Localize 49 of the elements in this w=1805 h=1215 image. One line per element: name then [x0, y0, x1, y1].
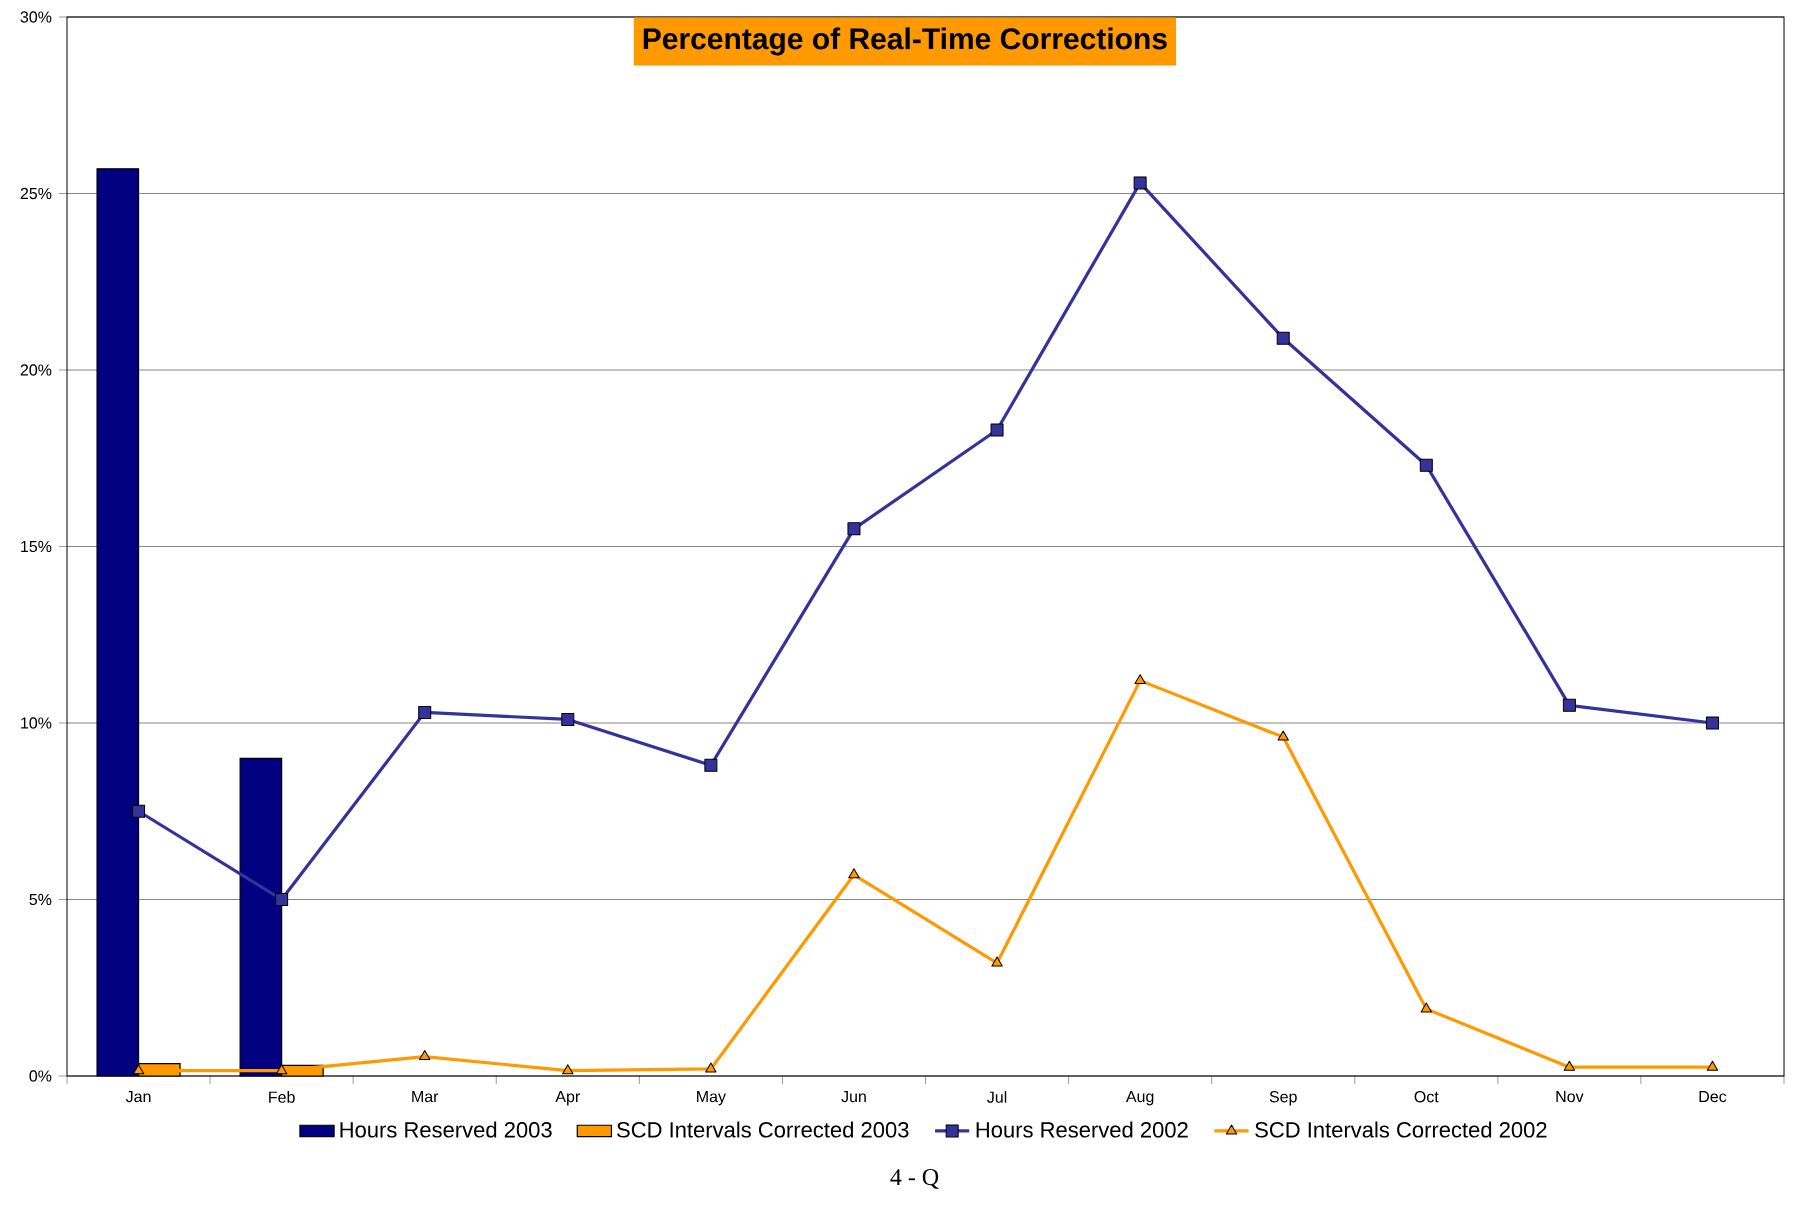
- point: [418, 705, 432, 719]
- y-tick-label: 30%: [20, 11, 52, 23]
- point: [1276, 331, 1290, 345]
- y-tick-label: 25%: [20, 187, 52, 200]
- point: [1563, 1060, 1576, 1071]
- point: [990, 423, 1004, 437]
- point: [275, 892, 289, 906]
- chart-title: Percentage of Real-Time Corrections: [643, 27, 1167, 56]
- x-tick-label: Nov: [1556, 1091, 1584, 1103]
- point: [1419, 458, 1433, 472]
- x-tick-label: Oct: [1414, 1091, 1439, 1103]
- text: 4 - Q: [890, 1169, 939, 1189]
- point: [419, 1050, 431, 1061]
- point: [848, 868, 860, 879]
- x-tick-label: Mar: [412, 1091, 439, 1103]
- legend-label: Hours Reserved 2003: [340, 1121, 552, 1138]
- y-tick-label: 15%: [21, 540, 52, 553]
- point: [1705, 716, 1719, 730]
- legend-label: SCD Intervals Corrected 2003: [617, 1121, 909, 1138]
- y-tick-label: 10%: [21, 717, 52, 729]
- x-tick-label: Feb: [269, 1091, 295, 1103]
- point: [704, 758, 718, 772]
- y-tick-label: 5%: [29, 893, 52, 906]
- legend-label: SCD Intervals Corrected 2002: [1255, 1121, 1547, 1138]
- x-tick-label: May: [697, 1091, 726, 1106]
- point: [561, 712, 575, 726]
- point: [562, 1064, 574, 1075]
- y-tick-label: 20%: [20, 364, 52, 376]
- point: [132, 1064, 145, 1075]
- point: [847, 522, 861, 536]
- x-tick-label: Jan: [125, 1091, 151, 1103]
- point: [1133, 176, 1147, 190]
- x-tick-label: Jun: [841, 1091, 866, 1103]
- point: [991, 956, 1003, 967]
- x-tick-label: Apr: [555, 1091, 580, 1106]
- y-tick-label: 0%: [29, 1070, 52, 1082]
- point: [1134, 674, 1146, 685]
- legend-label: Hours Reserved 2002: [976, 1121, 1188, 1138]
- point: [1420, 1002, 1432, 1013]
- point: [705, 1062, 717, 1073]
- point: [1277, 730, 1289, 741]
- x-tick-label: Dec: [1699, 1091, 1727, 1103]
- x-tick-label: Sep: [1269, 1091, 1297, 1106]
- point: [132, 804, 146, 818]
- x-tick-label: Aug: [1125, 1091, 1154, 1106]
- point: [1562, 698, 1576, 712]
- point: [275, 1064, 288, 1075]
- x-tick-label: Jul: [987, 1091, 1007, 1103]
- point: [1706, 1060, 1719, 1071]
